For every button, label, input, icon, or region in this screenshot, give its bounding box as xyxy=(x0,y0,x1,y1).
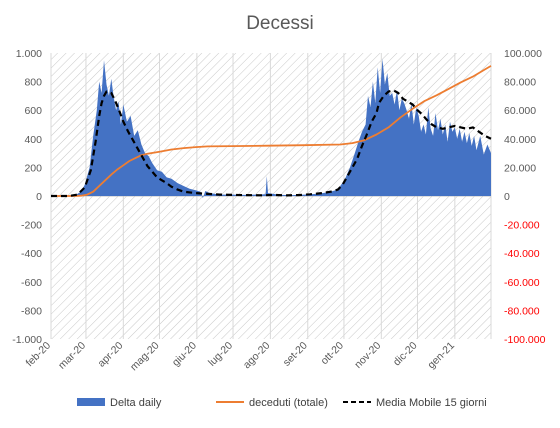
legend-label: deceduti (totale) xyxy=(249,397,328,409)
y-axis-right: -100.000 -80.000 -60.000 -40.000 -20.000 0 20.… xyxy=(504,48,546,346)
y-right-tick-label: -20.000 xyxy=(504,220,540,232)
series-line-deceduti-totale xyxy=(51,65,492,197)
y-left-tick-label: 800 xyxy=(24,77,42,89)
y-right-tick-label: -40.000 xyxy=(504,248,540,260)
y-right-tick-label: 20.000 xyxy=(504,162,536,174)
area-series xyxy=(51,58,491,199)
y-right-tick-label: 40.000 xyxy=(504,134,536,146)
y-left-tick-label: 600 xyxy=(24,105,42,117)
y-left-tick-label: -600 xyxy=(21,277,42,289)
y-right-tick-label: -60.000 xyxy=(504,277,540,289)
line-series xyxy=(51,65,492,197)
y-right-tick-label: -80.000 xyxy=(504,305,540,317)
y-left-tick-label: 0 xyxy=(36,191,42,203)
y-left-tick-label: 400 xyxy=(24,134,42,146)
y-left-tick-label: 1.000 xyxy=(16,48,42,60)
legend-label: Media Mobile 15 giorni xyxy=(376,397,487,409)
chart-title: Decessi xyxy=(246,13,314,34)
y-left-tick-label: -1.000 xyxy=(12,334,42,346)
y-right-tick-label: 60.000 xyxy=(504,105,536,117)
legend-label: Delta daily xyxy=(110,397,162,409)
dashed-series xyxy=(51,89,492,198)
legend-swatch-delta-daily xyxy=(77,398,105,406)
legend: Delta daily deceduti (totale) Media Mobile… xyxy=(77,397,487,409)
y-axis-left: -1.000 -800 -600 -400 -200 0 200 400 600 800 1.000 xyxy=(12,48,42,346)
y-right-tick-label: 100.000 xyxy=(504,48,542,60)
y-right-tick-label: 0 xyxy=(504,191,510,203)
series-area-delta-daily xyxy=(51,58,491,199)
y-right-tick-label: -100.000 xyxy=(504,334,546,346)
series-line-media-mobile xyxy=(51,89,492,198)
y-left-tick-label: -800 xyxy=(21,305,42,317)
y-left-tick-label: -200 xyxy=(21,220,42,232)
y-right-tick-label: 80.000 xyxy=(504,77,536,89)
y-left-tick-label: 200 xyxy=(24,162,42,174)
y-left-tick-label: -400 xyxy=(21,248,42,260)
